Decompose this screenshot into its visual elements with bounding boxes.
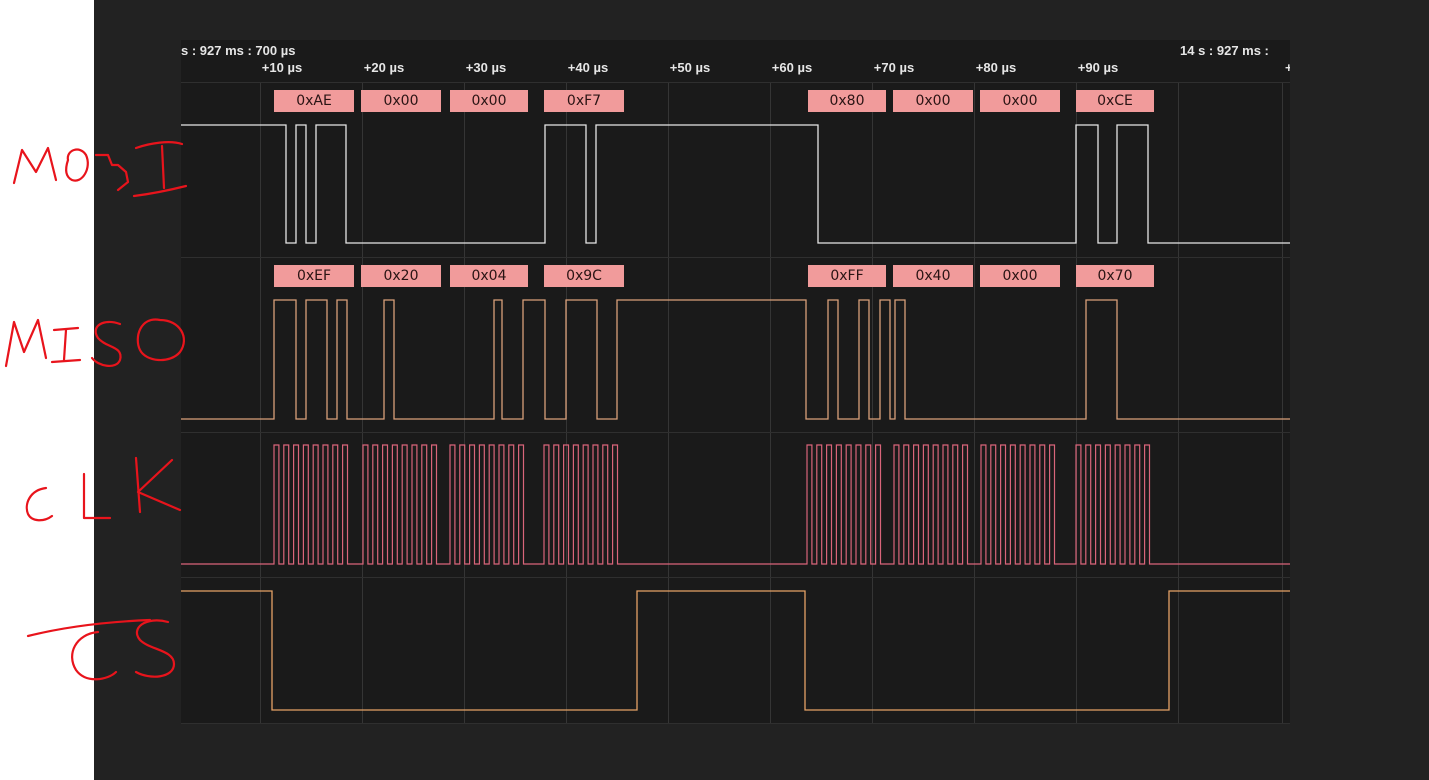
miso-byte-badge[interactable]: 0x04 bbox=[450, 265, 528, 287]
annotation-cs bbox=[26, 618, 176, 681]
mosi-byte-badge[interactable]: 0x00 bbox=[980, 90, 1060, 112]
mosi-byte-badge[interactable]: 0xF7 bbox=[544, 90, 624, 112]
mosi-waveform bbox=[181, 124, 1290, 244]
time-tick: +80 µs bbox=[975, 60, 1017, 75]
left-timestamp: s : 927 ms : 700 µs bbox=[181, 43, 296, 58]
time-tick: +20 µs bbox=[363, 60, 405, 75]
time-tick-partial: + bbox=[1285, 61, 1290, 74]
waveform-viewer[interactable] bbox=[181, 40, 1290, 724]
mosi-byte-badge[interactable]: 0x00 bbox=[893, 90, 973, 112]
channel-separators bbox=[181, 82, 1290, 724]
time-tick: +10 µs bbox=[261, 60, 303, 75]
time-grid bbox=[260, 82, 1283, 724]
time-tick: +50 µs bbox=[669, 60, 711, 75]
mosi-byte-badge[interactable]: 0x80 bbox=[808, 90, 886, 112]
miso-byte-badge[interactable]: 0x9C bbox=[544, 265, 624, 287]
right-timestamp: 14 s : 927 ms : bbox=[1180, 44, 1269, 57]
miso-byte-badge[interactable]: 0xEF bbox=[274, 265, 354, 287]
time-tick: +70 µs bbox=[873, 60, 915, 75]
miso-byte-badge[interactable]: 0x70 bbox=[1076, 265, 1154, 287]
annotation-mosi bbox=[12, 141, 188, 198]
miso-byte-badge[interactable]: 0x20 bbox=[361, 265, 441, 287]
mosi-byte-badge[interactable]: 0x00 bbox=[361, 90, 441, 112]
cs-waveform bbox=[181, 590, 1290, 711]
miso-waveform bbox=[181, 299, 1290, 420]
clk-waveform bbox=[181, 444, 1290, 565]
mosi-byte-badge[interactable]: 0xCE bbox=[1076, 90, 1154, 112]
miso-byte-badge[interactable]: 0x40 bbox=[893, 265, 973, 287]
mosi-byte-badge[interactable]: 0x00 bbox=[450, 90, 528, 112]
miso-byte-badge[interactable]: 0xFF bbox=[808, 265, 886, 287]
time-tick: +90 µs bbox=[1077, 60, 1119, 75]
annotation-miso bbox=[4, 318, 186, 368]
time-tick: +40 µs bbox=[567, 60, 609, 75]
annotation-clk bbox=[25, 456, 182, 522]
mosi-byte-badge[interactable]: 0xAE bbox=[274, 90, 354, 112]
time-tick: +60 µs bbox=[771, 60, 813, 75]
miso-byte-badge[interactable]: 0x00 bbox=[980, 265, 1060, 287]
time-tick: +30 µs bbox=[465, 60, 507, 75]
